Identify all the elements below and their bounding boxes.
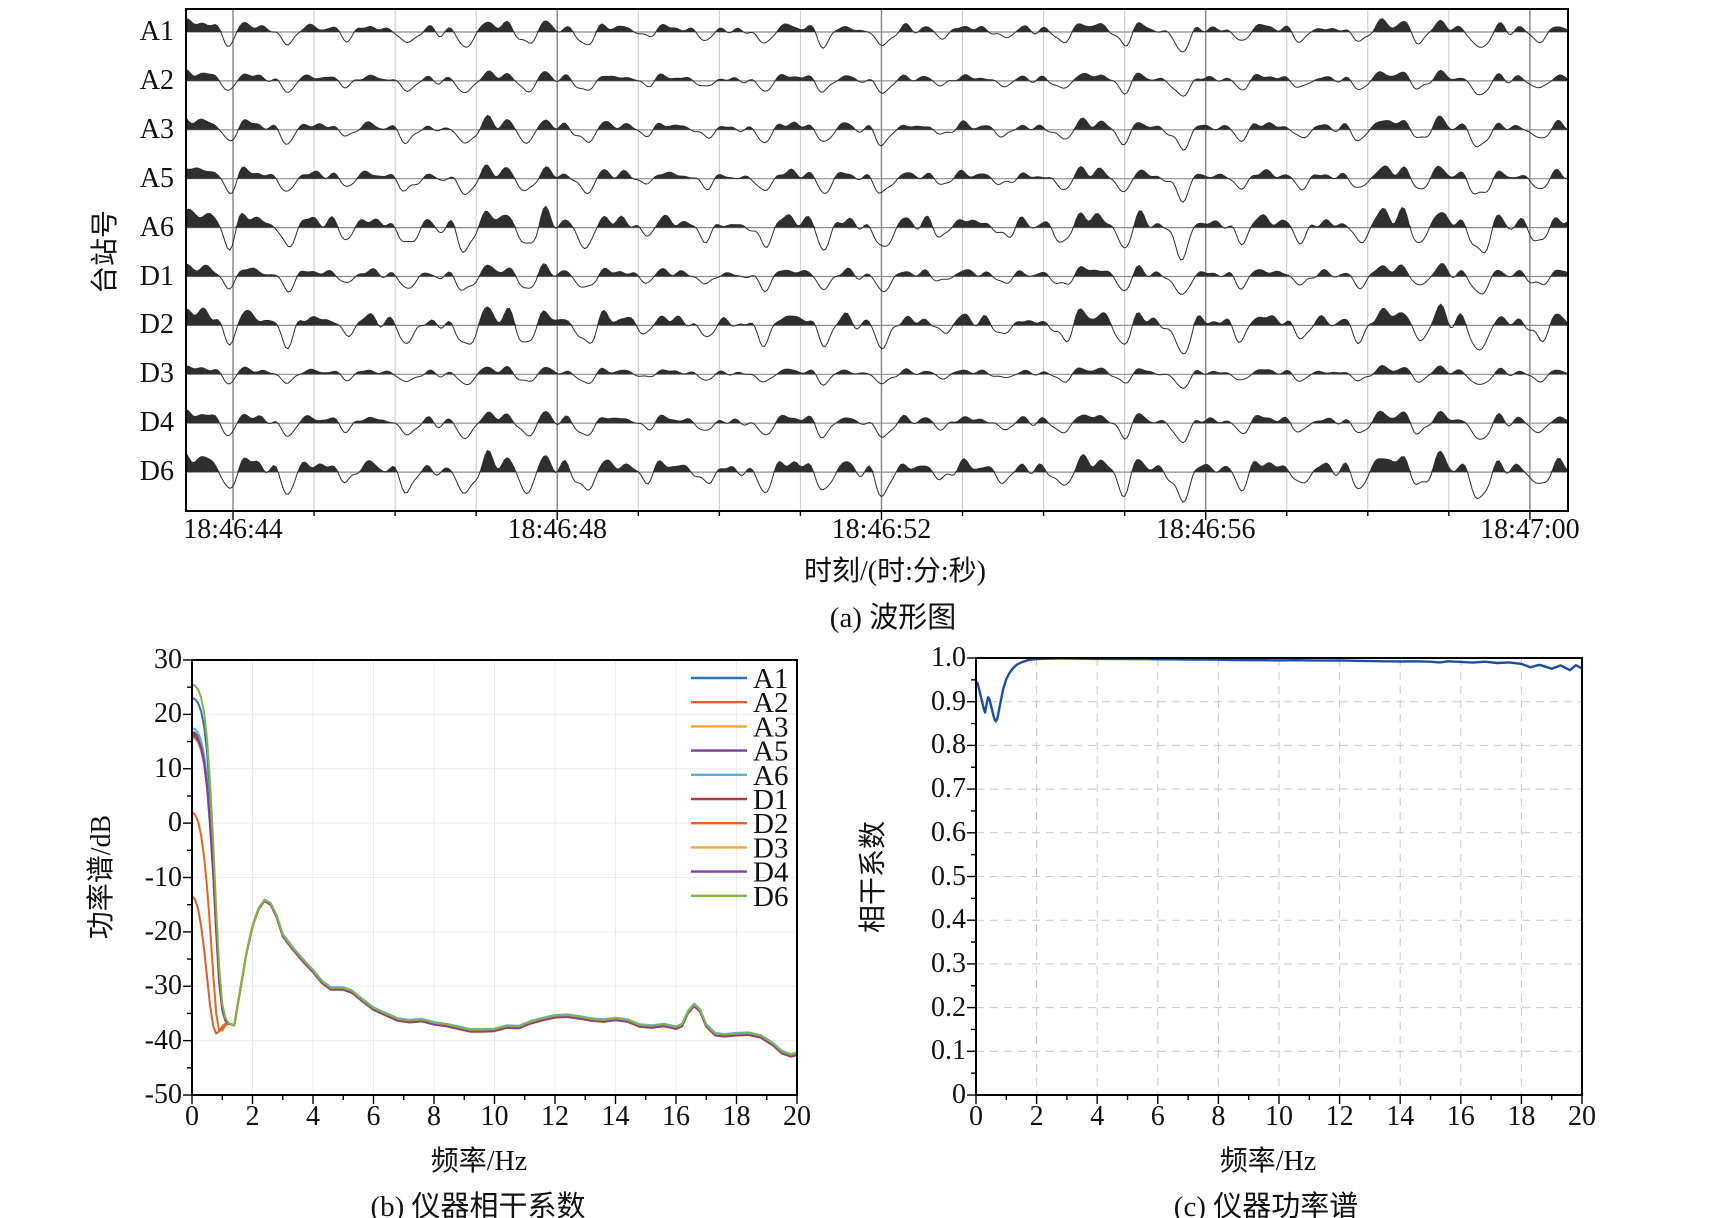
panel-b-x-tick-label: 10: [480, 1101, 509, 1132]
panel-c-x-tick-label: 12: [1325, 1101, 1354, 1132]
panel-b-x-tick-label: 20: [783, 1101, 811, 1132]
panel-b-x-tick-label: 12: [541, 1101, 569, 1132]
panel-c-x-tick-label: 6: [1150, 1101, 1165, 1132]
station-label-A2: A2: [139, 64, 174, 96]
waveform-trace-D2: [185, 303, 1568, 355]
panel-b-y-tick-label: -10: [144, 861, 182, 893]
panel-c-y-tick-label: 0.6: [931, 816, 966, 848]
coherence-line: [975, 657, 1583, 723]
panel-b-x-tick-label: 0: [185, 1101, 199, 1132]
waveform-trace-A3: [185, 114, 1568, 151]
panel-c-y-axis-label: 相干系数: [858, 820, 889, 934]
panel-c-caption: (c) 仪器功率谱: [1173, 1191, 1359, 1218]
waveform-trace-D1: [185, 263, 1568, 295]
legend-label-A3: A3: [753, 711, 788, 743]
spectrum-line-D6: [191, 683, 798, 1056]
legend-label-D3: D3: [753, 832, 788, 864]
panel-c-x-tick-label: 18: [1507, 1101, 1536, 1132]
station-label-D1: D1: [139, 260, 174, 292]
station-label-A1: A1: [139, 16, 174, 47]
panel-b-y-tick-label: 10: [154, 752, 182, 784]
station-label-A3: A3: [139, 113, 174, 145]
panel-b-y-tick-label: -40: [144, 1024, 182, 1056]
panel-c-x-tick-label: 20: [1568, 1101, 1596, 1132]
panel-c-x-tick-label: 0: [969, 1101, 983, 1132]
station-label-D3: D3: [139, 358, 174, 390]
station-label-D6: D6: [139, 456, 174, 488]
panel-c-y-tick-label: 0.8: [931, 729, 966, 761]
panel-c-x-tick-label: 10: [1265, 1101, 1293, 1132]
legend-label-A6: A6: [753, 760, 788, 792]
waveform-trace-D6: [185, 449, 1568, 503]
panel-c-x-tick-label: 4: [1090, 1101, 1105, 1132]
panel-c-y-tick-label: 0.3: [931, 947, 966, 979]
panel-c-x-tick-label: 2: [1029, 1101, 1044, 1132]
panel-b-x-tick-label: 8: [427, 1101, 441, 1132]
panel-c-y-tick-label: 1.0: [931, 642, 966, 673]
panel-c-x-axis-label: 频率/Hz: [1219, 1146, 1317, 1177]
waveform-plot: [185, 8, 1569, 520]
legend-label-D1: D1: [753, 784, 788, 816]
panel-a-x-tick-label: 18:46:56: [1155, 514, 1256, 545]
panel-b-x-tick-label: 16: [662, 1101, 690, 1132]
legend-label-D4: D4: [753, 857, 789, 889]
panel-b-x-tick-label: 2: [245, 1101, 260, 1132]
panel-c-y-tick-label: 0: [952, 1079, 966, 1110]
panel-a-x-tick-label: 18:46:52: [831, 514, 932, 545]
panel-b-x-tick-label: 18: [722, 1101, 751, 1132]
panel-b-x-tick-label: 6: [366, 1101, 381, 1132]
panel-b-x-tick-label: 14: [601, 1101, 630, 1132]
panel-a-x-tick-label: 18:47:00: [1480, 514, 1580, 545]
panel-c-y-tick-label: 0.1: [931, 1035, 966, 1067]
panel-c-x-tick-label: 8: [1211, 1101, 1226, 1132]
waveform-trace-A5: [185, 164, 1568, 204]
waveform-trace-A6: [185, 205, 1568, 261]
station-label-D4: D4: [139, 407, 174, 439]
station-label-A6: A6: [139, 211, 174, 243]
waveform-trace-A1: [185, 18, 1568, 53]
panel-a-x-axis-label: 时刻/(时:分:秒): [804, 556, 986, 587]
legend-label-A5: A5: [753, 736, 788, 768]
panel-c-y-tick-label: 0.7: [931, 773, 966, 805]
panel-b-y-tick-label: -20: [144, 915, 182, 947]
station-label-D2: D2: [139, 309, 174, 341]
waveform-trace-D4: [185, 408, 1568, 444]
panel-c-y-tick-label: 0.4: [931, 904, 966, 936]
panel-b-y-tick-label: 30: [154, 644, 182, 675]
panel-b-y-tick-label: 0: [168, 807, 182, 839]
panel-b-y-tick-label: 20: [154, 698, 182, 730]
legend-label-D6: D6: [753, 881, 788, 913]
legend-label-A1: A1: [753, 663, 788, 695]
legend-label-A2: A2: [753, 687, 788, 719]
panel-c-y-tick-label: 0.5: [931, 860, 966, 892]
station-label-A5: A5: [139, 162, 174, 194]
panel-b-x-axis-label: 频率/Hz: [430, 1146, 528, 1177]
coherence-plot: [967, 657, 1583, 1104]
panel-c-y-tick-label: 0.9: [931, 685, 966, 717]
legend-label-D2: D2: [753, 808, 788, 840]
panel-c-x-tick-label: 14: [1386, 1101, 1415, 1132]
panel-c-x-tick-label: 16: [1446, 1101, 1475, 1132]
panel-a-x-tick-label: 18:46:44: [183, 514, 283, 545]
panel-a-caption: (a) 波形图: [829, 602, 957, 634]
waveform-trace-D3: [186, 364, 1568, 389]
waveform-trace-A2: [185, 68, 1568, 97]
panel-b-y-tick-label: -50: [144, 1079, 182, 1110]
panel-b-x-tick-label: 4: [306, 1101, 320, 1132]
panel-c-y-tick-label: 0.2: [931, 991, 966, 1023]
panel-b-caption: (b) 仪器相干系数: [370, 1191, 586, 1218]
panel-b-y-tick-label: -30: [144, 970, 182, 1002]
panel-a-x-tick-label: 18:46:48: [507, 514, 608, 545]
